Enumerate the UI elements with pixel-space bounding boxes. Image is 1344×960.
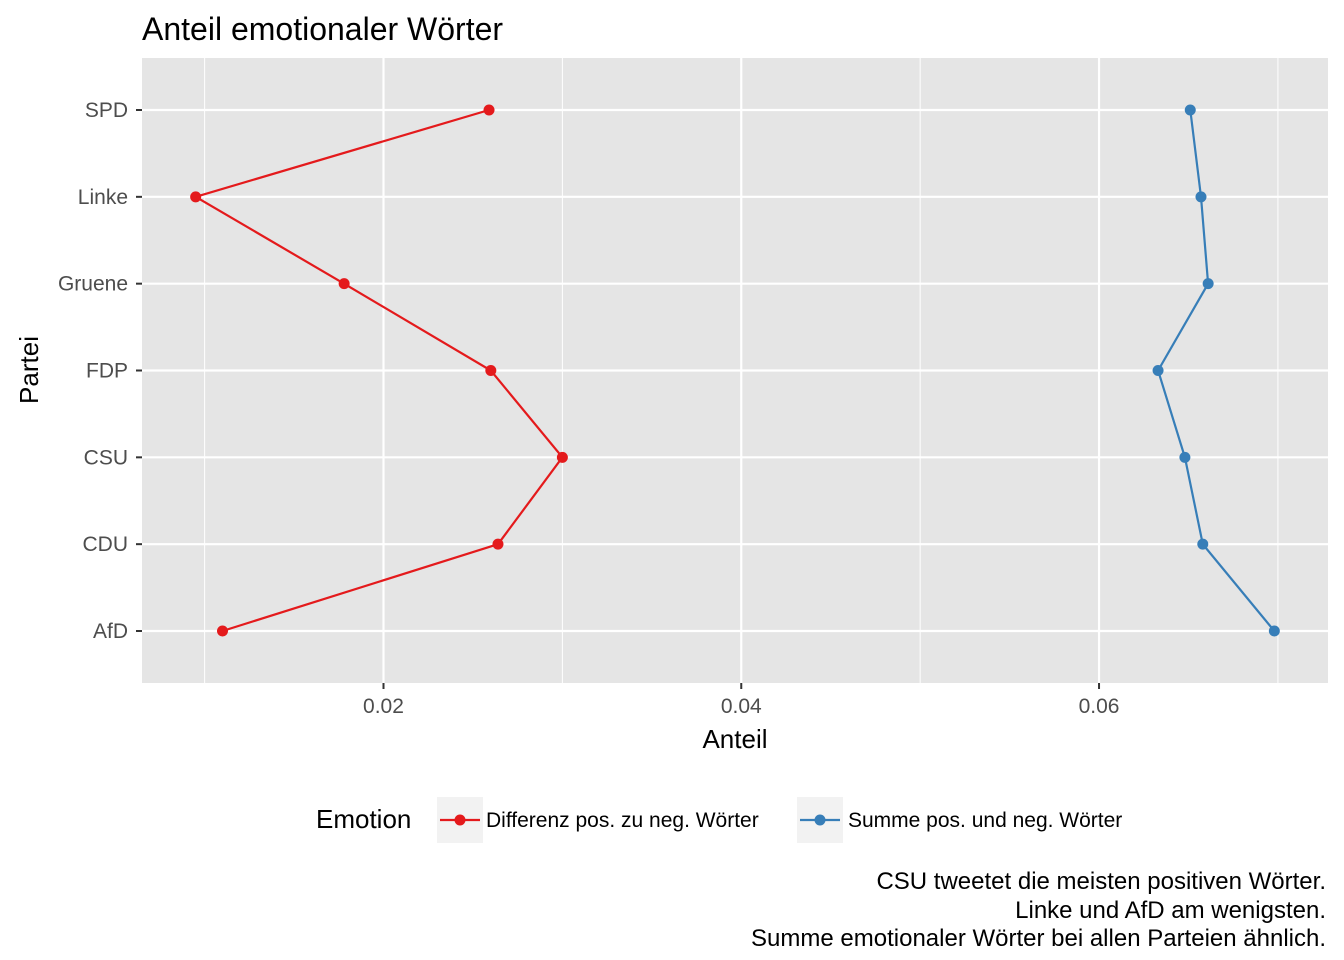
caption-line: Linke und AfD am wenigsten. bbox=[1015, 897, 1326, 924]
data-point bbox=[1268, 625, 1280, 637]
y-axis-title: Partei bbox=[14, 336, 44, 404]
y-tick-label: CSU bbox=[84, 446, 128, 469]
data-point bbox=[483, 104, 495, 116]
grid-lines bbox=[142, 58, 1328, 683]
data-point bbox=[338, 278, 350, 290]
data-point bbox=[1152, 365, 1164, 376]
legend-key-point bbox=[814, 814, 826, 826]
caption: CSU tweetet die meisten positiven Wörter… bbox=[751, 868, 1326, 952]
data-point bbox=[1195, 191, 1207, 203]
x-axis-title: Anteil bbox=[702, 724, 767, 754]
y-tick-label: CDU bbox=[83, 533, 129, 556]
caption-line: CSU tweetet die meisten positiven Wörter… bbox=[876, 868, 1326, 895]
data-point bbox=[556, 451, 568, 463]
data-point bbox=[492, 538, 504, 550]
data-point bbox=[216, 625, 228, 637]
y-tick-label: SPD bbox=[85, 99, 128, 122]
data-point bbox=[1184, 104, 1196, 116]
legend-title: Emotion bbox=[316, 804, 411, 834]
series bbox=[190, 104, 568, 637]
x-tick-label: 0.04 bbox=[721, 695, 762, 718]
legend-label: Summe pos. und neg. Wörter bbox=[848, 809, 1122, 832]
series bbox=[1152, 104, 1280, 637]
chart-title: Anteil emotionaler Wörter bbox=[142, 11, 503, 47]
data-point bbox=[1197, 538, 1209, 550]
data-point bbox=[190, 191, 202, 203]
y-axis: AfD CDU CSU FDP Gruene Linke SPD bbox=[58, 99, 142, 643]
data-point bbox=[485, 365, 497, 376]
x-tick-label: 0.02 bbox=[363, 695, 404, 718]
caption-line: Summe emotionaler Wörter bei allen Parte… bbox=[751, 925, 1326, 952]
y-tick-label: Gruene bbox=[58, 273, 128, 296]
legend: Emotion Differenz pos. zu neg. Wörter Sum… bbox=[316, 797, 1122, 843]
legend-label: Differenz pos. zu neg. Wörter bbox=[486, 809, 759, 832]
y-tick-label: AfD bbox=[93, 620, 128, 643]
x-axis: 0.02 0.04 0.06 bbox=[363, 683, 1119, 718]
legend-key-point bbox=[454, 814, 466, 826]
y-tick-label: Linke bbox=[78, 186, 128, 209]
y-tick-label: FDP bbox=[86, 360, 128, 383]
series-layer bbox=[190, 104, 1280, 637]
data-point bbox=[1202, 278, 1214, 290]
data-point bbox=[1179, 451, 1191, 463]
x-tick-label: 0.06 bbox=[1079, 695, 1120, 718]
